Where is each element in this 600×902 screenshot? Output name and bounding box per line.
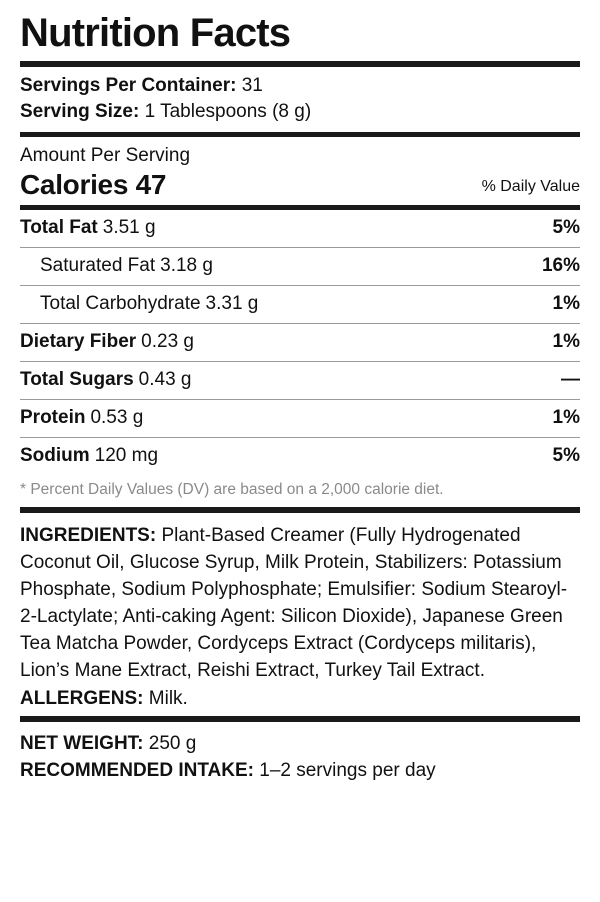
nutrient-daily-value: 5% — [552, 445, 580, 466]
daily-value-heading: % Daily Value — [481, 178, 580, 195]
servings-per-container-label: Servings Per Container: — [20, 75, 237, 96]
divider-ingredients — [20, 716, 580, 722]
divider-nutrient-row — [20, 285, 580, 286]
divider-calories — [20, 205, 580, 210]
nutrient-table: Total Fat 3.51 g 5% Saturated Fat 3.18 g 16% T… — [20, 210, 580, 475]
divider-nutrient-row — [20, 399, 580, 400]
nutrient-label: Sodium — [20, 445, 90, 466]
nutrient-label: Protein — [20, 407, 86, 428]
amount-per-serving-block: Amount Per Serving Calories 47 % Daily V… — [20, 137, 580, 205]
nutrient-daily-value: 1% — [552, 331, 580, 352]
nutrient-label: Saturated Fat — [40, 255, 156, 276]
divider-footnote — [20, 507, 580, 513]
nutrient-daily-value: 1% — [552, 407, 580, 428]
net-weight-value: 250 g — [148, 733, 197, 754]
ingredients-label: INGREDIENTS: — [20, 525, 157, 546]
nutrient-row: Total Carbohydrate 3.31 g 1% — [20, 286, 580, 323]
nutrient-row: Sodium 120 mg 5% — [20, 438, 580, 475]
nutrient-name: Protein 0.53 g — [20, 406, 143, 430]
page-title: Nutrition Facts — [20, 11, 291, 55]
nutrient-name: Total Sugars 0.43 g — [20, 368, 192, 392]
nutrient-name: Saturated Fat 3.18 g — [20, 254, 213, 278]
nutrient-row: Total Sugars 0.43 g — — [20, 362, 580, 399]
nutrient-row: Protein 0.53 g 1% — [20, 400, 580, 437]
nutrient-row: Dietary Fiber 0.23 g 1% — [20, 324, 580, 361]
allergens-body: Milk. — [148, 688, 188, 709]
recommended-intake-label: RECOMMENDED INTAKE: — [20, 760, 254, 781]
nutrient-amount: 3.31 g — [205, 293, 259, 314]
nutrient-daily-value: 16% — [541, 255, 580, 276]
nutrient-name: Total Carbohydrate 3.31 g — [20, 292, 258, 316]
divider-nutrient-row — [20, 361, 580, 362]
nutrient-name: Total Fat 3.51 g — [20, 216, 156, 240]
divider-nutrient-row — [20, 247, 580, 248]
nutrient-label: Dietary Fiber — [20, 331, 137, 352]
nutrient-daily-value: 5% — [552, 217, 580, 238]
divider-nutrient-row — [20, 437, 580, 438]
footer-block: NET WEIGHT: 250 g RECOMMENDED INTAKE: 1–… — [20, 722, 580, 784]
net-weight-label: NET WEIGHT: — [20, 733, 144, 754]
net-weight-row: NET WEIGHT: 250 g — [20, 730, 580, 757]
nutrient-label: Total Sugars — [20, 369, 134, 390]
nutrient-label: Total Fat — [20, 217, 98, 238]
calories-row: Calories 47 % Daily Value — [20, 168, 580, 201]
nutrient-amount: 0.43 g — [138, 369, 192, 390]
nutrient-name: Dietary Fiber 0.23 g — [20, 330, 194, 354]
allergens-paragraph: ALLERGENS: Milk. — [20, 684, 580, 712]
nutrient-amount: 3.18 g — [160, 255, 213, 276]
ingredients-body: Plant-Based Creamer (Fully Hydrogenated … — [20, 525, 568, 681]
allergens-label: ALLERGENS: — [20, 688, 144, 709]
servings-per-container-row: Servings Per Container: 31 — [20, 73, 580, 99]
nutrient-daily-value: 1% — [552, 293, 580, 314]
nutrient-amount: 0.23 g — [141, 331, 194, 352]
nutrient-row: Saturated Fat 3.18 g 16% — [20, 248, 580, 285]
recommended-intake-row: RECOMMENDED INTAKE: 1–2 servings per day — [20, 757, 580, 784]
nutrient-amount: 120 mg — [94, 445, 159, 466]
recommended-intake-value: 1–2 servings per day — [259, 760, 436, 781]
serving-size-label: Serving Size: — [20, 101, 140, 122]
nutrient-label: Total Carbohydrate — [40, 293, 201, 314]
divider-nutrient-row — [20, 323, 580, 324]
divider-serving-info — [20, 132, 580, 137]
nutrient-daily-value: — — [561, 369, 580, 390]
nutrient-amount: 0.53 g — [90, 407, 144, 428]
nutrient-amount: 3.51 g — [102, 217, 156, 238]
servings-per-container-value: 31 — [241, 75, 263, 96]
amount-per-serving-heading: Amount Per Serving — [20, 145, 191, 166]
nutrient-name: Sodium 120 mg — [20, 444, 158, 468]
nutrient-row: Total Fat 3.51 g 5% — [20, 210, 580, 247]
serving-size-row: Serving Size: 1 Tablespoons (8 g) — [20, 99, 580, 125]
calories-value: Calories 47 — [20, 169, 167, 200]
serving-size-value: 1 Tablespoons (8 g) — [144, 101, 312, 122]
daily-value-footnote: * Percent Daily Values (DV) are based on… — [20, 481, 444, 498]
ingredients-paragraph: INGREDIENTS: Plant-Based Creamer (Fully … — [20, 522, 580, 684]
ingredients-block: INGREDIENTS: Plant-Based Creamer (Fully … — [20, 513, 580, 716]
serving-info-block: Servings Per Container: 31 Serving Size:… — [20, 67, 580, 132]
divider-title — [20, 61, 580, 67]
